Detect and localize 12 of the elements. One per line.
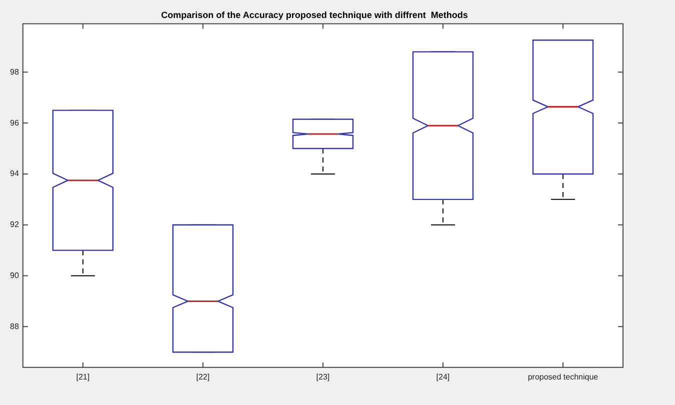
y-tick-label: 88 [10, 322, 20, 331]
x-tick-label: proposed technique [528, 372, 599, 382]
y-tick-label: 96 [10, 118, 20, 128]
x-tick-label: [21] [76, 372, 90, 382]
x-tick-label: [24] [436, 372, 450, 382]
y-tick-label: 92 [10, 220, 20, 230]
x-tick-label: [23] [316, 372, 330, 382]
x-tick-label: [22] [196, 372, 210, 382]
y-tick-label: 94 [10, 169, 20, 178]
chart-title: Comparison of the Accuracy proposed technique with diffrent Methods [161, 10, 468, 20]
y-tick-label: 90 [10, 270, 20, 280]
y-tick-label: 98 [10, 67, 20, 76]
